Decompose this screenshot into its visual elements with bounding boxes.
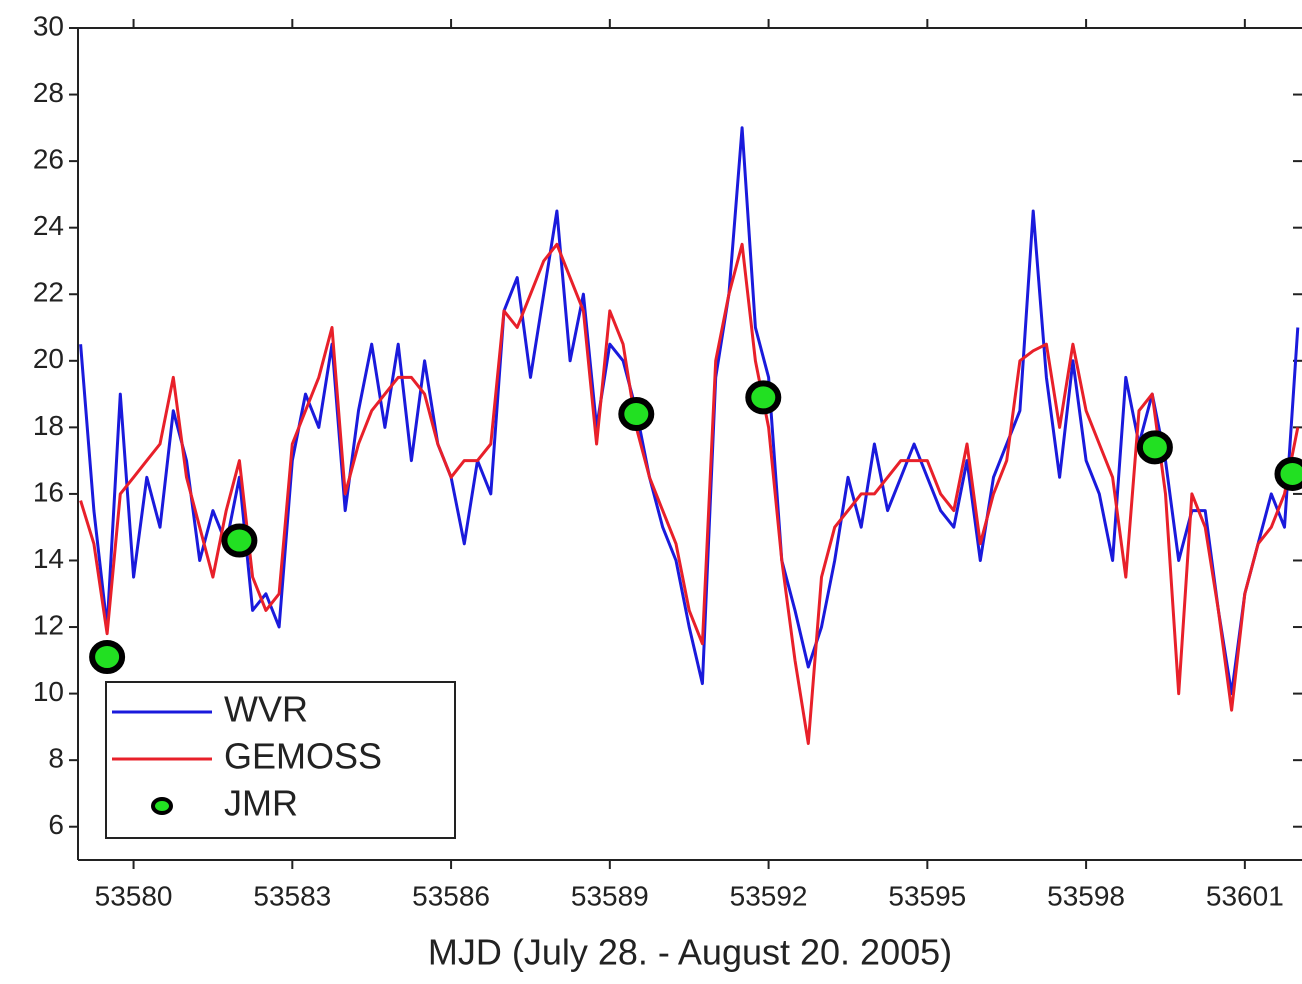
y-tick-label: 6 [48, 809, 64, 840]
legend-label: JMR [224, 783, 298, 824]
y-tick-label: 26 [33, 144, 64, 175]
data-point [221, 523, 258, 558]
legend-label: GEMOSS [224, 736, 382, 777]
x-tick-label: 53601 [1206, 880, 1284, 911]
y-tick-label: 10 [33, 676, 64, 707]
y-tick-label: 24 [33, 210, 64, 241]
y-tick-label: 28 [33, 77, 64, 108]
plot-area [79, 126, 1302, 745]
x-tick-label: 53586 [412, 880, 490, 911]
data-point [618, 397, 655, 432]
data-line [79, 126, 1300, 696]
x-axis-title: MJD (July 28. - August 20. 2005) [428, 932, 952, 973]
legend: WVR GEMOSS JMR [105, 681, 456, 839]
data-point [89, 639, 126, 674]
data-point [1136, 430, 1173, 465]
x-tick-label: 53592 [730, 880, 808, 911]
x-tick-label: 53580 [95, 880, 173, 911]
x-tick-label: 53595 [888, 880, 966, 911]
y-tick-label: 22 [33, 277, 64, 308]
y-tick-label: 12 [33, 609, 64, 640]
legend-marker [151, 797, 173, 815]
legend-label: WVR [224, 689, 308, 730]
y-tick-label: 8 [48, 743, 64, 774]
x-tick-label: 53583 [253, 880, 331, 911]
data-point [745, 380, 782, 415]
y-tick-label: 18 [33, 410, 64, 441]
y-tick-label: 16 [33, 476, 64, 507]
x-tick-label: 53589 [571, 880, 649, 911]
x-tick-label: 53598 [1047, 880, 1125, 911]
y-tick-label: 14 [33, 543, 64, 574]
data-point [1274, 456, 1302, 491]
y-tick-label: 30 [33, 10, 64, 41]
y-tick-label: 20 [33, 343, 64, 374]
data-line [79, 242, 1300, 745]
